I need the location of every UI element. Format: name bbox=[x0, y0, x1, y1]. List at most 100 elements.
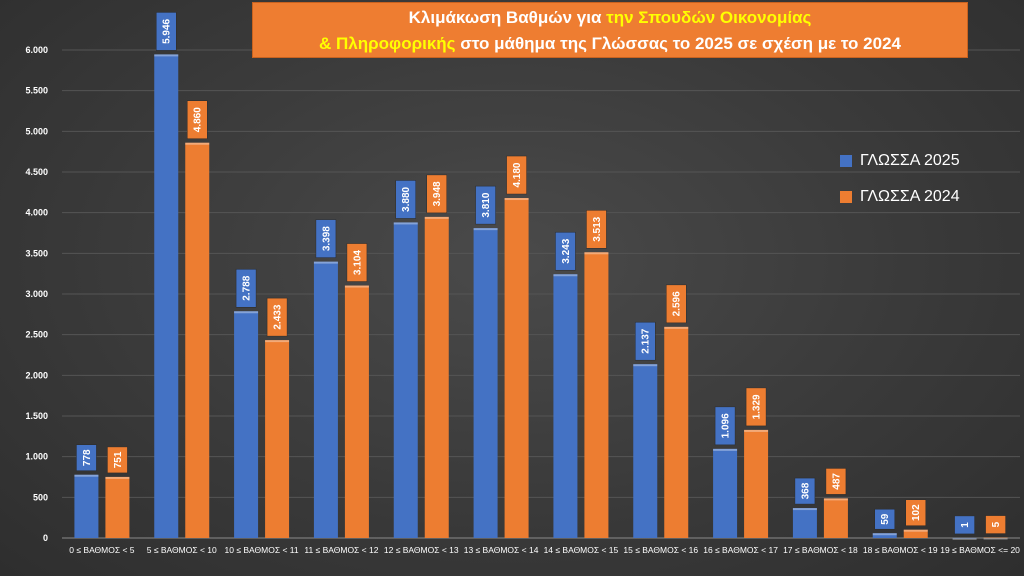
data-label: 4.860 bbox=[193, 107, 204, 132]
x-tick-label: 0 ≤ ΒΑΘΜΟΣ < 5 bbox=[69, 545, 135, 555]
bar-highlight bbox=[313, 261, 338, 264]
data-label-box bbox=[714, 406, 736, 446]
data-label-box bbox=[76, 444, 97, 471]
title-part-4: στο μάθημα της Γλώσσας το 2025 σε σχέση … bbox=[455, 34, 901, 53]
bar-highlight bbox=[105, 476, 130, 479]
data-label-box bbox=[426, 174, 447, 214]
y-tick-label: 5.500 bbox=[25, 86, 48, 96]
x-tick-label: 16 ≤ ΒΑΘΜΟΣ < 17 bbox=[703, 545, 778, 555]
bar-highlight bbox=[713, 448, 738, 451]
x-tick-label: 11 ≤ ΒΑΘΜΟΣ < 12 bbox=[304, 545, 378, 555]
bar bbox=[903, 529, 928, 538]
y-tick-label: 3.000 bbox=[25, 289, 48, 299]
bar-highlight bbox=[154, 54, 179, 57]
data-label-box bbox=[395, 180, 416, 219]
data-label: 751 bbox=[113, 451, 124, 468]
y-tick-label: 1.000 bbox=[25, 452, 48, 462]
bar bbox=[344, 285, 369, 538]
legend-label-2024: ΓΛΩΣΣΑ 2024 bbox=[860, 188, 960, 205]
bar bbox=[105, 476, 130, 538]
title-part-2: την Σπουδών Οικονομίας bbox=[606, 8, 812, 27]
bar bbox=[664, 326, 689, 538]
legend-swatch-2025 bbox=[840, 155, 852, 167]
title-part-3: & Πληροφορικής bbox=[319, 34, 456, 53]
bar-highlight bbox=[424, 216, 449, 219]
chart-title: Κλιμάκωση Βαθμών για την Σπουδών Οικονομ… bbox=[252, 2, 968, 58]
y-tick-label: 3.500 bbox=[25, 248, 48, 258]
data-label: 3.243 bbox=[561, 238, 572, 263]
bar bbox=[265, 340, 290, 538]
bar bbox=[633, 364, 658, 538]
data-label: 2.596 bbox=[672, 291, 683, 316]
bar bbox=[553, 274, 578, 538]
data-label: 487 bbox=[831, 473, 842, 490]
data-label: 368 bbox=[800, 482, 811, 499]
bar-highlight bbox=[393, 222, 418, 225]
data-label-box bbox=[107, 446, 128, 474]
bar bbox=[74, 474, 99, 538]
data-label-box bbox=[874, 508, 895, 530]
data-label-box bbox=[794, 477, 816, 505]
bar-highlight bbox=[473, 228, 498, 231]
bar-highlight bbox=[633, 364, 658, 367]
bar-highlight bbox=[344, 285, 369, 288]
y-tick-label: 5.000 bbox=[25, 126, 48, 136]
title-part-1: Κλιμάκωση Βαθμών για bbox=[408, 8, 607, 27]
y-tick-label: 4.500 bbox=[25, 167, 48, 177]
bar bbox=[823, 498, 848, 538]
bar-highlight bbox=[234, 311, 259, 314]
data-label: 1 bbox=[960, 522, 971, 528]
bar-highlight bbox=[823, 498, 848, 501]
data-label-box bbox=[985, 515, 1006, 534]
data-label: 3.104 bbox=[352, 250, 363, 275]
bar-highlight bbox=[74, 474, 99, 477]
bar-highlight bbox=[903, 529, 928, 532]
data-label: 778 bbox=[82, 449, 93, 466]
y-tick-label: 4.000 bbox=[25, 208, 48, 218]
data-label: 3.398 bbox=[321, 226, 332, 251]
data-label: 4.180 bbox=[512, 162, 523, 187]
y-tick-label: 2.500 bbox=[25, 330, 48, 340]
x-tick-label: 17 ≤ ΒΑΘΜΟΣ < 18 bbox=[783, 545, 858, 555]
data-label: 3.513 bbox=[592, 216, 603, 241]
data-label-box bbox=[156, 12, 177, 51]
data-label-box bbox=[586, 210, 607, 249]
data-label-box bbox=[555, 231, 576, 271]
data-label-box bbox=[954, 515, 975, 535]
bar-highlight bbox=[185, 142, 210, 145]
y-tick-label: 1.500 bbox=[25, 411, 48, 421]
data-label-box bbox=[346, 243, 368, 282]
data-label: 59 bbox=[880, 513, 891, 525]
legend-swatch-2024 bbox=[840, 191, 852, 203]
y-tick-label: 500 bbox=[33, 492, 48, 502]
data-label-box bbox=[635, 321, 656, 361]
data-label-box bbox=[266, 297, 288, 337]
data-label: 1.329 bbox=[752, 394, 763, 419]
bar bbox=[424, 216, 449, 538]
data-label-box bbox=[187, 100, 208, 139]
bar-highlight bbox=[792, 508, 817, 511]
bar bbox=[313, 261, 338, 538]
bar bbox=[393, 222, 418, 538]
data-label-box bbox=[905, 499, 926, 526]
bar bbox=[792, 508, 817, 538]
bar bbox=[713, 448, 738, 538]
bar bbox=[952, 537, 977, 539]
y-tick-label: 2.000 bbox=[25, 370, 48, 380]
bar-highlight bbox=[504, 198, 529, 201]
x-tick-label: 14 ≤ ΒΑΘΜΟΣ < 15 bbox=[544, 545, 619, 555]
data-label-box bbox=[825, 468, 847, 495]
bar-highlight bbox=[553, 274, 578, 277]
data-label-box bbox=[745, 387, 767, 427]
legend: ΓΛΩΣΣΑ 2025 ΓΛΩΣΣΑ 2024 bbox=[840, 150, 960, 222]
bar-highlight bbox=[584, 252, 609, 255]
bar-highlight bbox=[744, 429, 769, 432]
x-tick-label: 13 ≤ ΒΑΘΜΟΣ < 14 bbox=[464, 545, 539, 555]
bar-highlight bbox=[952, 537, 977, 540]
data-label-box bbox=[666, 284, 687, 324]
legend-item-2025: ΓΛΩΣΣΑ 2025 bbox=[840, 150, 960, 172]
legend-item-2024: ΓΛΩΣΣΑ 2024 bbox=[840, 186, 960, 208]
bar-highlight bbox=[872, 533, 897, 536]
bar bbox=[234, 311, 259, 538]
